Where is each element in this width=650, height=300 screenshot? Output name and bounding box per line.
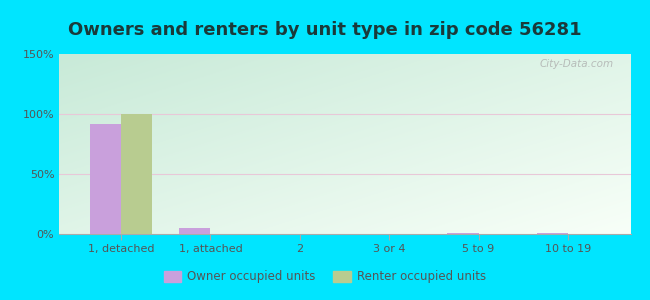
Bar [537, 233, 568, 234]
Text: City-Data.com: City-Data.com [540, 59, 614, 69]
Bar [121, 114, 152, 234]
Legend: Owner occupied units, Renter occupied units: Owner occupied units, Renter occupied un… [159, 266, 491, 288]
Bar [447, 233, 478, 234]
Text: Owners and renters by unit type in zip code 56281: Owners and renters by unit type in zip c… [68, 21, 582, 39]
Bar [90, 124, 121, 234]
Bar [179, 228, 211, 234]
